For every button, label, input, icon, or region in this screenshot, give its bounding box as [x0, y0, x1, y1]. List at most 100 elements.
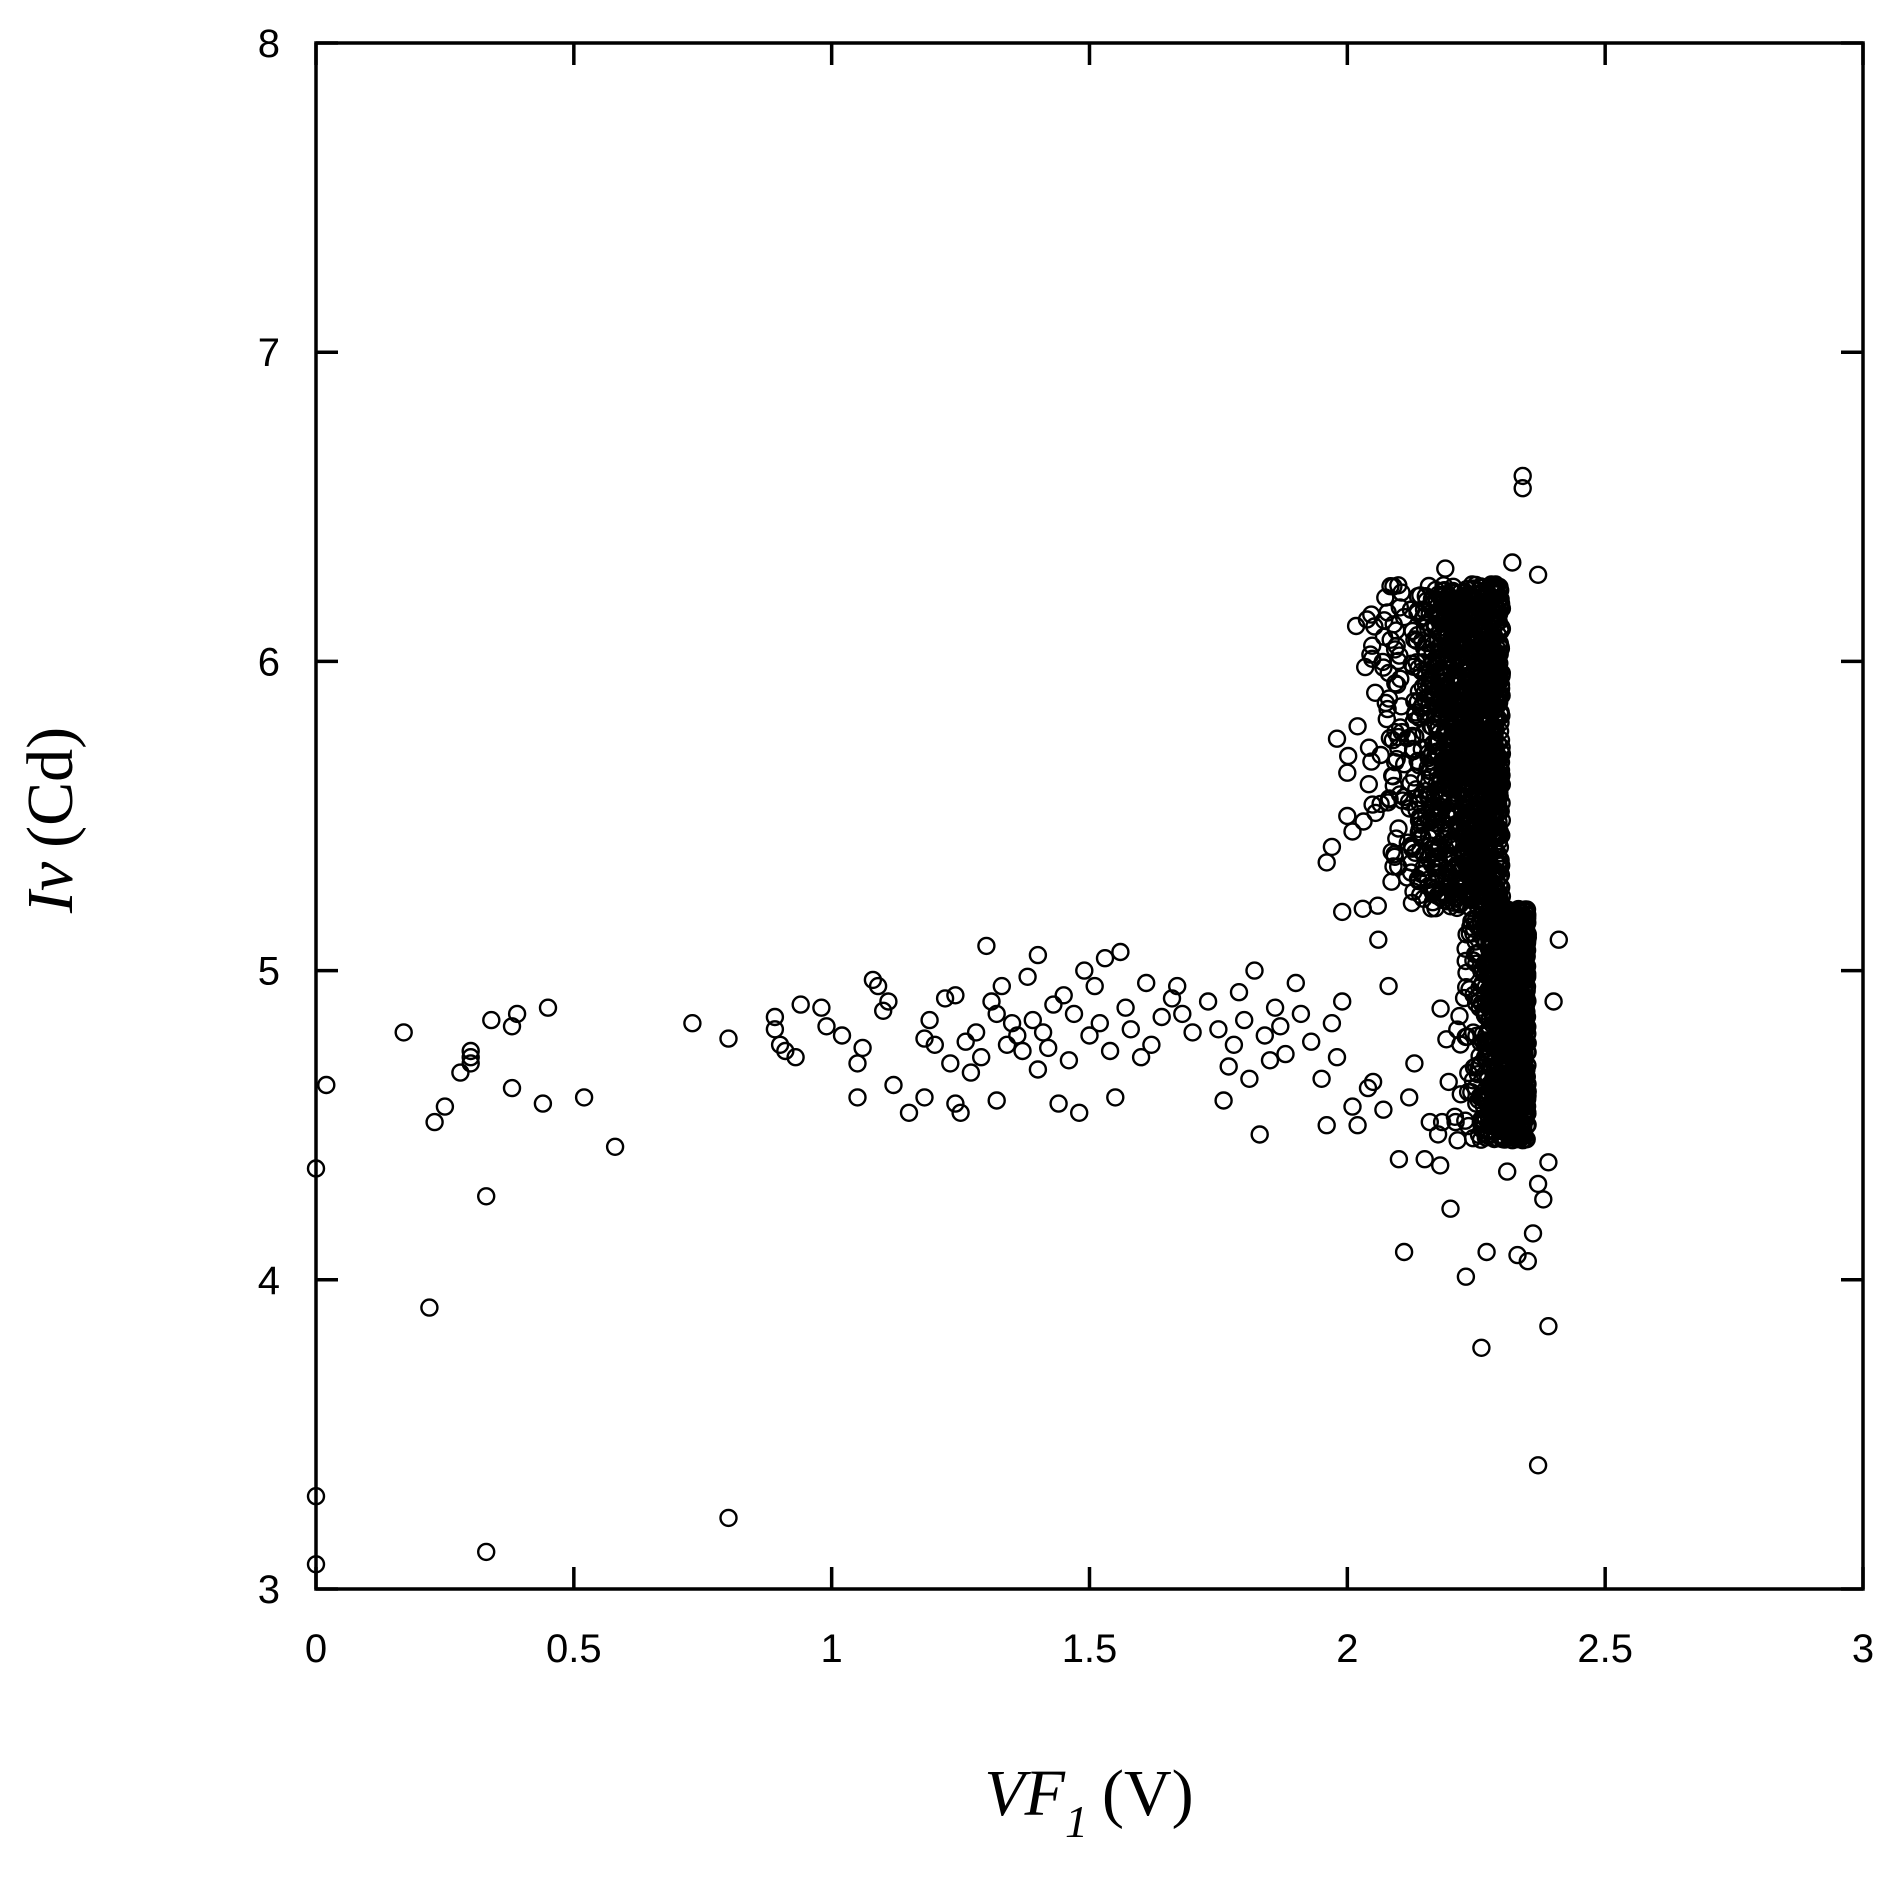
data-point	[1359, 775, 1379, 794]
data-point	[1366, 803, 1385, 823]
data-point	[1539, 1153, 1558, 1172]
data-point	[961, 1063, 981, 1082]
data-point	[770, 1035, 790, 1055]
data-point	[1480, 1018, 1499, 1037]
data-point	[1489, 1017, 1508, 1037]
data-point	[1436, 840, 1455, 859]
data-point	[1427, 840, 1447, 859]
data-point	[765, 1007, 785, 1027]
data-point	[1512, 1020, 1532, 1039]
data-point	[502, 1078, 522, 1098]
data-point	[1428, 608, 1447, 628]
data-point	[1528, 565, 1548, 584]
data-point	[461, 1047, 480, 1067]
data-point	[1028, 1060, 1048, 1079]
data-point	[1508, 1245, 1527, 1265]
data-point	[425, 1112, 444, 1132]
data-point	[1427, 775, 1446, 795]
data-point	[1095, 949, 1115, 968]
data-point	[477, 1187, 496, 1206]
data-point	[1327, 729, 1347, 748]
data-point	[972, 1047, 991, 1067]
data-point	[1479, 908, 1499, 928]
data-point	[1100, 1041, 1120, 1061]
data-point	[1452, 809, 1472, 828]
data-point	[317, 1075, 336, 1095]
data-point	[1371, 745, 1390, 765]
data-point	[1291, 1004, 1311, 1024]
axis-ticks	[314, 41, 1865, 1591]
data-point	[1436, 559, 1455, 578]
data-point	[482, 1010, 501, 1030]
data-point	[1517, 957, 1537, 976]
data-point	[1338, 763, 1357, 782]
data-point	[1374, 1100, 1393, 1119]
data-point	[1497, 1162, 1517, 1181]
data-point	[1414, 858, 1433, 878]
data-point	[1385, 753, 1405, 772]
data-point	[1450, 1006, 1469, 1026]
data-point	[451, 1063, 470, 1082]
data-point	[1369, 930, 1388, 949]
data-point	[1286, 973, 1306, 993]
data-point	[1038, 1038, 1058, 1058]
data-point	[1517, 923, 1537, 943]
data-point	[1480, 744, 1499, 764]
data-point	[1394, 1242, 1414, 1262]
data-point	[1470, 1046, 1489, 1066]
data-point	[1496, 982, 1515, 1001]
data-point	[1454, 988, 1474, 1008]
data-point	[1485, 1129, 1504, 1149]
data-point	[1456, 1267, 1476, 1286]
data-point	[848, 1088, 867, 1107]
data-point	[1492, 1040, 1512, 1060]
data-point	[977, 936, 996, 956]
data-point	[1470, 1087, 1489, 1107]
data-point	[1425, 656, 1445, 675]
data-point	[1389, 819, 1408, 838]
data-point	[538, 998, 558, 1017]
data-point	[1338, 806, 1357, 826]
data-point	[941, 1054, 960, 1073]
data-point	[1387, 829, 1406, 848]
x-tick-label: 3	[1852, 1627, 1874, 1671]
data-point	[1378, 699, 1397, 719]
y-tick-label: 3	[258, 1568, 280, 1612]
data-point	[719, 1508, 738, 1528]
data-point	[1473, 1114, 1493, 1134]
data-point	[1465, 864, 1485, 883]
data-point	[966, 1023, 986, 1042]
data-point	[1357, 610, 1377, 629]
data-point	[1488, 929, 1508, 948]
data-point	[1427, 732, 1447, 751]
data-point	[1260, 1051, 1280, 1070]
data-point	[1445, 883, 1464, 902]
data-point	[1343, 822, 1362, 841]
data-point	[1482, 699, 1502, 718]
data-point	[1539, 1316, 1558, 1336]
data-point	[1198, 992, 1218, 1011]
data-point	[1385, 847, 1405, 866]
data-point	[1327, 1047, 1347, 1067]
data-point	[1498, 1100, 1518, 1120]
data-point	[461, 1054, 480, 1073]
x-tick-label: 1	[821, 1627, 843, 1671]
data-point	[1469, 637, 1488, 657]
data-point	[1488, 650, 1508, 669]
data-point	[1506, 970, 1525, 990]
data-point	[1464, 985, 1483, 1005]
data-point	[1106, 1088, 1125, 1107]
data-point	[1162, 989, 1182, 1008]
data-point	[1413, 694, 1433, 713]
data-point	[1488, 676, 1508, 695]
data-point	[1427, 649, 1446, 668]
data-point	[1423, 670, 1442, 689]
data-point	[1080, 1026, 1099, 1045]
data-point	[1374, 658, 1393, 677]
data-point	[992, 976, 1011, 996]
data-point	[1435, 697, 1454, 716]
data-point	[1414, 889, 1433, 908]
data-point	[1069, 1103, 1089, 1123]
data-point	[1379, 976, 1398, 996]
data-point	[1439, 1072, 1458, 1092]
